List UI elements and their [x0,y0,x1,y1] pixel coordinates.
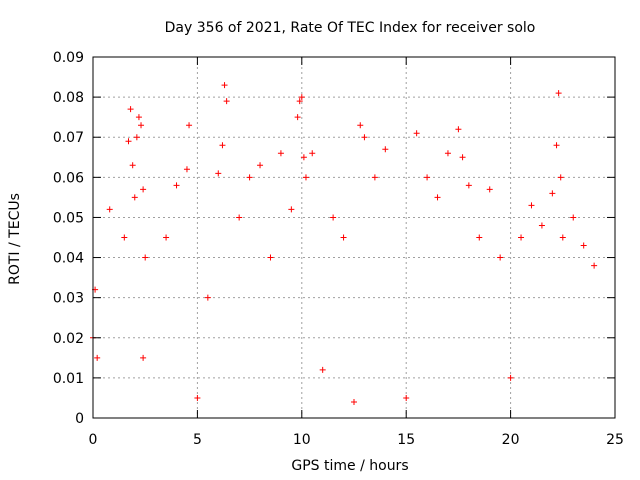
data-point [106,206,113,213]
data-point [133,134,140,141]
data-point [246,174,253,181]
data-point [424,174,431,181]
x-tick-label: 20 [502,432,520,448]
data-point [455,126,462,133]
y-tick-label: 0 [75,411,84,427]
y-tick-label: 0.01 [53,371,84,387]
data-point [459,154,466,161]
data-point [580,242,587,249]
data-point [131,194,138,201]
data-point [186,122,193,129]
data-point [413,130,420,137]
data-point [591,262,598,269]
data-point [403,394,410,401]
data-point [140,354,147,361]
data-point [528,202,535,209]
data-point [219,142,226,149]
y-tick-label: 0.05 [53,210,84,226]
data-point [557,174,564,181]
data-point [309,150,316,157]
data-point [163,234,170,241]
y-tick-label: 0.03 [53,291,84,307]
data-point [223,98,230,105]
data-point [129,162,136,169]
data-point [121,234,128,241]
data-point [507,374,514,381]
chart-title: Day 356 of 2021, Rate Of TEC Index for r… [165,20,536,36]
data-point [94,354,101,361]
data-point [330,214,337,221]
x-tick-label: 5 [193,432,202,448]
data-point [300,154,307,161]
data-point [382,146,389,153]
data-point [294,114,301,121]
data-point [221,82,228,89]
data-point [434,194,441,201]
x-axis-label: GPS time / hours [291,458,408,474]
data-point [518,234,525,241]
data-point [194,394,201,401]
data-point [138,122,145,129]
data-point [183,166,190,173]
x-tick-label: 0 [89,432,98,448]
data-point [319,366,326,373]
data-point [173,182,180,189]
data-point [257,162,264,169]
y-axis-label: ROTI / TECUs [7,193,23,285]
data-point [476,234,483,241]
x-tick-label: 10 [293,432,311,448]
plot-frame [92,56,616,419]
data-point [570,214,577,221]
data-point [135,114,142,121]
data-point [351,398,357,405]
data-point [486,186,493,193]
data-point [215,170,222,177]
data-point [549,190,556,197]
data-point [555,90,562,97]
data-point [127,106,134,113]
data-point [497,254,504,261]
data-point [371,174,378,181]
x-tick-label: 25 [606,432,624,448]
data-point [538,222,545,229]
data-point [277,150,284,157]
axis-ticks: 0 0.01 0.02 0.03 0.04 0.05 0.06 0.07 0.08 0.09 0 5 1… [53,50,624,448]
data-point [361,134,368,141]
y-tick-label: 0.07 [53,130,84,146]
data-point [302,174,309,181]
data-point [340,234,347,241]
y-tick-label: 0.02 [53,331,84,347]
y-tick-label: 0.06 [53,170,84,186]
data-point [298,94,305,101]
data-point [236,214,243,221]
data-point [559,234,566,241]
data-point [267,254,274,261]
data-point [465,182,472,189]
grid-lines [93,57,615,418]
y-tick-label: 0.09 [53,50,84,66]
x-tick-label: 15 [397,432,415,448]
data-point [288,206,295,213]
data-point [553,142,560,149]
data-point [140,186,147,193]
data-point [296,98,303,105]
data-point [142,254,149,261]
data-point [357,122,364,129]
data-point [444,150,451,157]
data-point [125,138,132,145]
y-tick-label: 0.08 [53,90,84,106]
data-points [90,82,598,405]
data-point [204,294,211,301]
y-tick-label: 0.04 [53,251,84,267]
